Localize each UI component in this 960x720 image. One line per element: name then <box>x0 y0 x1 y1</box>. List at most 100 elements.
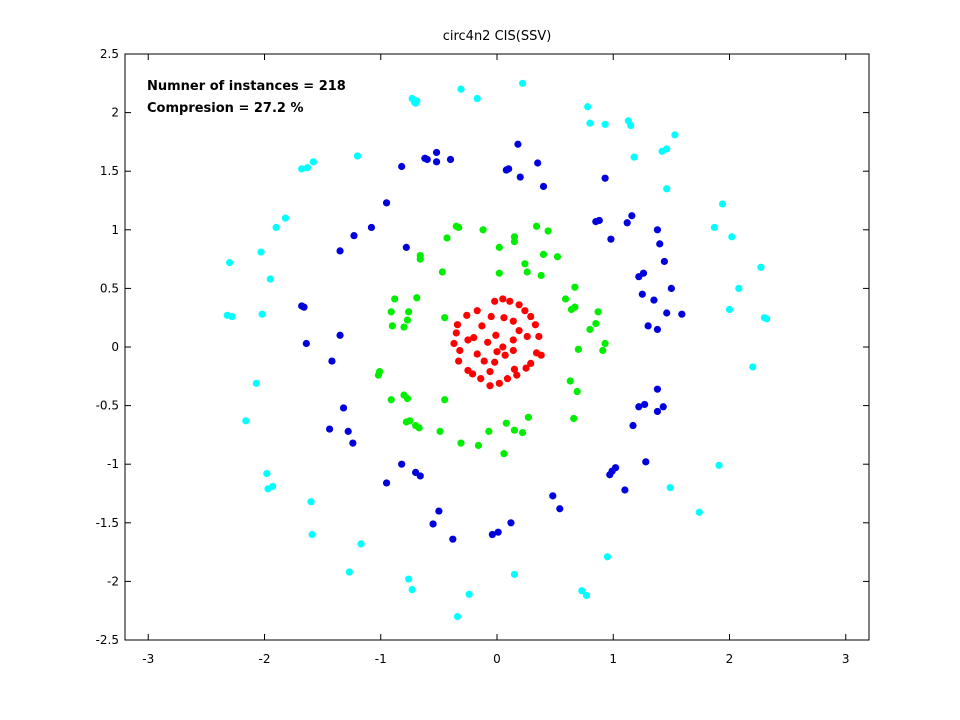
data-point-series-2 <box>413 294 421 302</box>
data-point-series-4 <box>258 310 266 318</box>
data-point-series-2 <box>375 368 384 376</box>
data-point-series-4 <box>582 591 591 600</box>
data-point-series-2 <box>416 251 424 260</box>
data-point-series-1 <box>527 359 535 368</box>
data-point-series-3 <box>494 528 502 536</box>
data-point-series-3 <box>659 403 667 411</box>
data-point-series-3 <box>656 240 664 248</box>
data-point-series-1 <box>527 312 535 321</box>
data-point-series-1 <box>473 350 481 358</box>
data-point-series-1 <box>499 343 507 351</box>
data-point-series-3 <box>678 310 686 318</box>
data-point-series-4 <box>718 200 727 208</box>
data-point-series-3 <box>653 226 662 234</box>
data-point-series-3 <box>653 385 662 393</box>
data-point-series-4 <box>465 590 473 598</box>
data-point-series-3 <box>639 269 648 277</box>
data-point-series-1 <box>493 348 501 356</box>
data-point-series-1 <box>503 375 512 383</box>
data-point-series-1 <box>510 365 519 373</box>
data-point-series-1 <box>484 338 492 346</box>
data-point-series-3 <box>435 507 443 515</box>
data-point-series-1 <box>522 364 530 372</box>
data-point-series-2 <box>524 413 532 421</box>
data-point-series-2 <box>510 237 519 246</box>
data-point-series-3 <box>628 212 636 220</box>
data-point-series-2 <box>405 308 413 316</box>
data-point-series-3 <box>446 155 455 164</box>
data-point-series-1 <box>500 314 508 322</box>
data-point-series-4 <box>353 152 362 160</box>
data-point-series-1 <box>491 358 499 366</box>
x-tick-label: 2 <box>726 652 734 666</box>
data-point-series-3 <box>382 479 391 487</box>
data-point-series-3 <box>641 400 649 409</box>
data-point-series-4 <box>578 587 586 595</box>
data-point-series-3 <box>607 235 615 243</box>
data-point-series-2 <box>438 268 446 276</box>
data-point-series-1 <box>492 331 500 339</box>
x-tick-label: -1 <box>375 652 387 666</box>
data-point-series-2 <box>436 427 444 435</box>
data-point-series-1 <box>523 332 531 341</box>
data-point-series-2 <box>400 391 408 399</box>
data-point-series-3 <box>402 243 410 251</box>
data-point-series-3 <box>635 403 643 411</box>
data-point-series-4 <box>584 103 592 111</box>
data-point-series-4 <box>281 214 290 222</box>
data-point-series-3 <box>336 331 344 339</box>
y-tick-label: -0.5 <box>96 399 119 413</box>
data-point-series-4 <box>510 570 519 578</box>
data-point-series-4 <box>345 568 353 576</box>
data-point-series-2 <box>495 269 503 277</box>
data-point-series-3 <box>539 182 548 191</box>
data-point-series-3 <box>650 296 658 304</box>
data-point-series-3 <box>663 309 671 317</box>
data-point-series-4 <box>410 98 419 106</box>
data-point-series-2 <box>553 253 562 261</box>
y-tick-label: 2 <box>111 106 119 120</box>
data-point-series-1 <box>531 321 539 329</box>
data-point-series-4 <box>308 530 316 539</box>
data-point-series-2 <box>495 243 503 251</box>
data-point-series-1 <box>486 368 494 376</box>
data-point-series-2 <box>502 419 510 427</box>
data-point-series-2 <box>601 339 609 348</box>
data-point-series-3 <box>595 216 603 225</box>
data-point-series-3 <box>621 486 629 494</box>
data-point-series-2 <box>387 396 395 404</box>
data-point-series-2 <box>400 323 408 331</box>
x-tick-label: 3 <box>842 652 850 666</box>
data-point-series-2 <box>455 223 463 232</box>
data-point-series-2 <box>586 325 594 334</box>
data-point-series-1 <box>513 371 521 379</box>
data-points <box>223 79 771 621</box>
data-point-series-1 <box>486 382 494 390</box>
data-point-series-3 <box>336 247 344 255</box>
data-point-series-2 <box>485 427 493 435</box>
data-point-series-1 <box>499 295 507 303</box>
data-point-series-3 <box>429 520 437 528</box>
data-point-series-1 <box>491 297 499 305</box>
y-tick-label: 1 <box>111 223 119 237</box>
data-point-series-3 <box>514 140 522 148</box>
axis-ticks: -3 -2 -1 0 1 2 3 -2.5 -2 -1.5 -1 -0.5 0 0.5 1 1.5 2 2.5 <box>96 47 869 666</box>
data-point-series-3 <box>326 425 334 433</box>
data-point-series-1 <box>521 307 529 315</box>
y-tick-label: -1.5 <box>96 516 119 530</box>
annotation-compression: Compresion = 27.2 % <box>147 101 304 116</box>
data-point-series-2 <box>415 424 423 432</box>
data-point-series-2 <box>521 260 529 268</box>
data-point-series-3 <box>601 174 609 182</box>
data-point-series-1 <box>455 357 463 365</box>
data-point-series-1 <box>506 297 514 305</box>
data-point-series-1 <box>480 357 488 365</box>
x-tick-label: 1 <box>609 652 617 666</box>
data-point-series-1 <box>468 370 477 378</box>
data-point-series-3 <box>667 284 675 292</box>
data-point-series-2 <box>403 316 412 324</box>
data-point-series-2 <box>561 295 570 303</box>
data-point-series-3 <box>300 303 308 311</box>
data-point-series-1 <box>456 346 464 355</box>
data-point-series-4 <box>264 485 272 493</box>
